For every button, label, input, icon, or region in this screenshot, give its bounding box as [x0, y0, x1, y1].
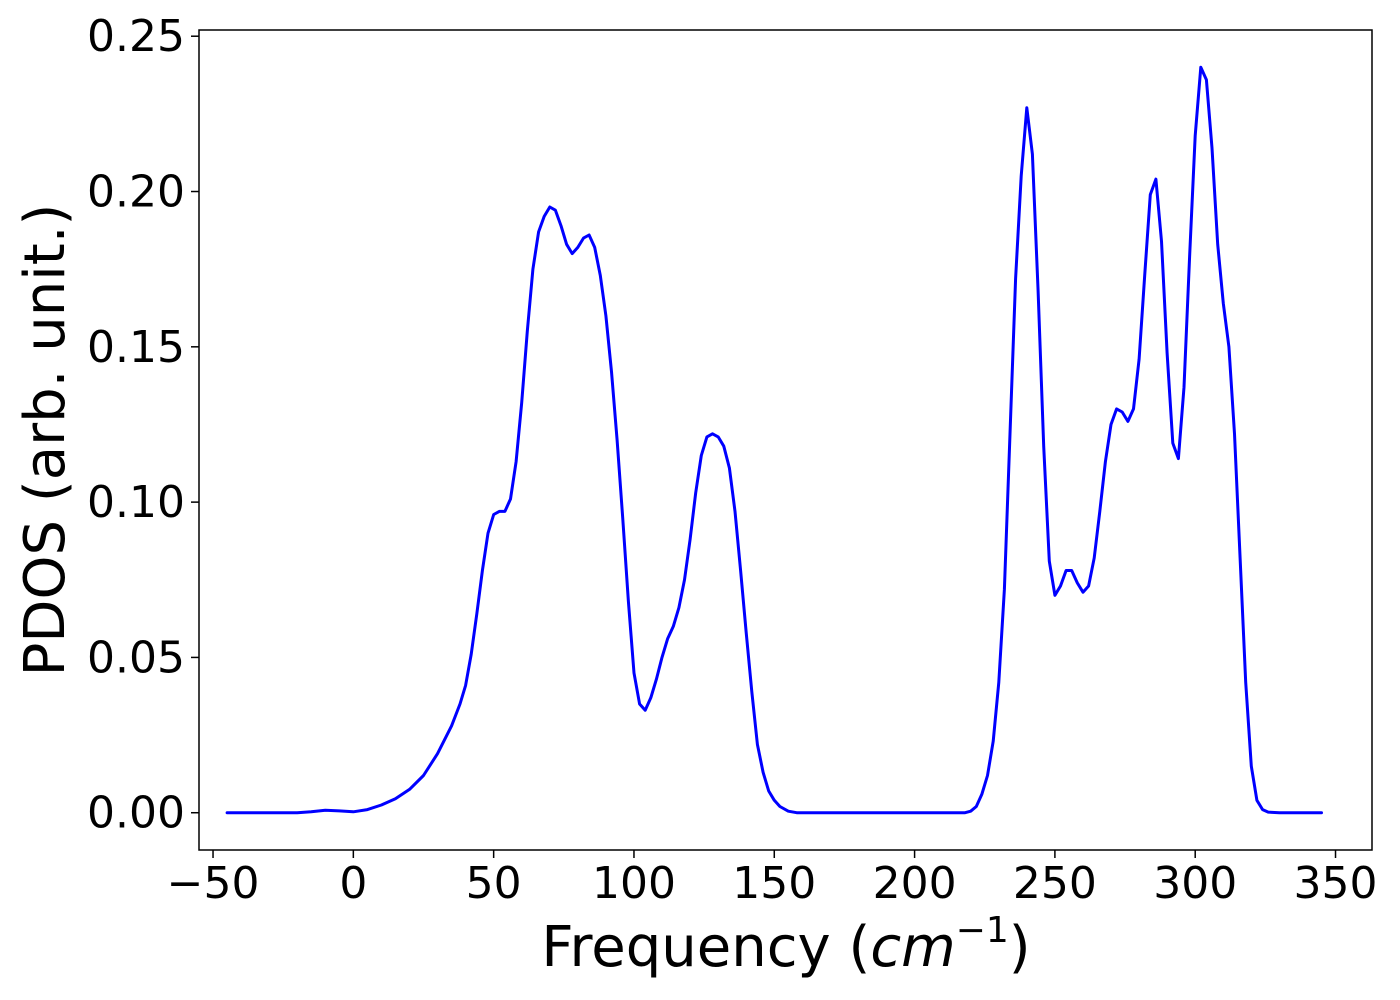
pdos-series-line — [225, 65, 1323, 815]
y-axis-label: PDOS (arb. unit.) — [13, 204, 78, 677]
y-tick-label: 0.00 — [87, 788, 185, 839]
x-axis-label-main: Frequency ( — [541, 915, 870, 980]
x-tick-labels: −50 0 50 100 150 200 250 300 350 — [167, 858, 1378, 909]
y-tick-label: 0.05 — [87, 632, 185, 683]
axis-ticks — [191, 35, 1337, 858]
y-tick-label: 0.20 — [87, 167, 185, 218]
x-axis-label: Frequency (cm−1) — [541, 910, 1030, 980]
x-tick-label: 250 — [1013, 858, 1097, 909]
x-tick-label: 0 — [339, 858, 367, 909]
x-axis-label-unit: cm — [870, 915, 955, 980]
x-tick-label: −50 — [167, 858, 260, 909]
y-tick-label: 0.10 — [87, 477, 185, 528]
x-tick-label: 50 — [466, 858, 522, 909]
x-tick-label: 200 — [873, 858, 957, 909]
y-tick-labels: 0.00 0.05 0.10 0.15 0.20 0.25 — [87, 11, 185, 839]
y-tick-label: 0.15 — [87, 322, 185, 373]
x-tick-label: 100 — [592, 858, 676, 909]
x-tick-label: 350 — [1294, 858, 1378, 909]
x-axis-label-superscript: −1 — [956, 910, 1009, 951]
x-axis-label-close: ) — [1009, 915, 1031, 980]
plot-frame — [198, 29, 1373, 851]
x-tick-label: 300 — [1153, 858, 1237, 909]
y-tick-label: 0.25 — [87, 11, 185, 62]
x-tick-label: 150 — [732, 858, 816, 909]
